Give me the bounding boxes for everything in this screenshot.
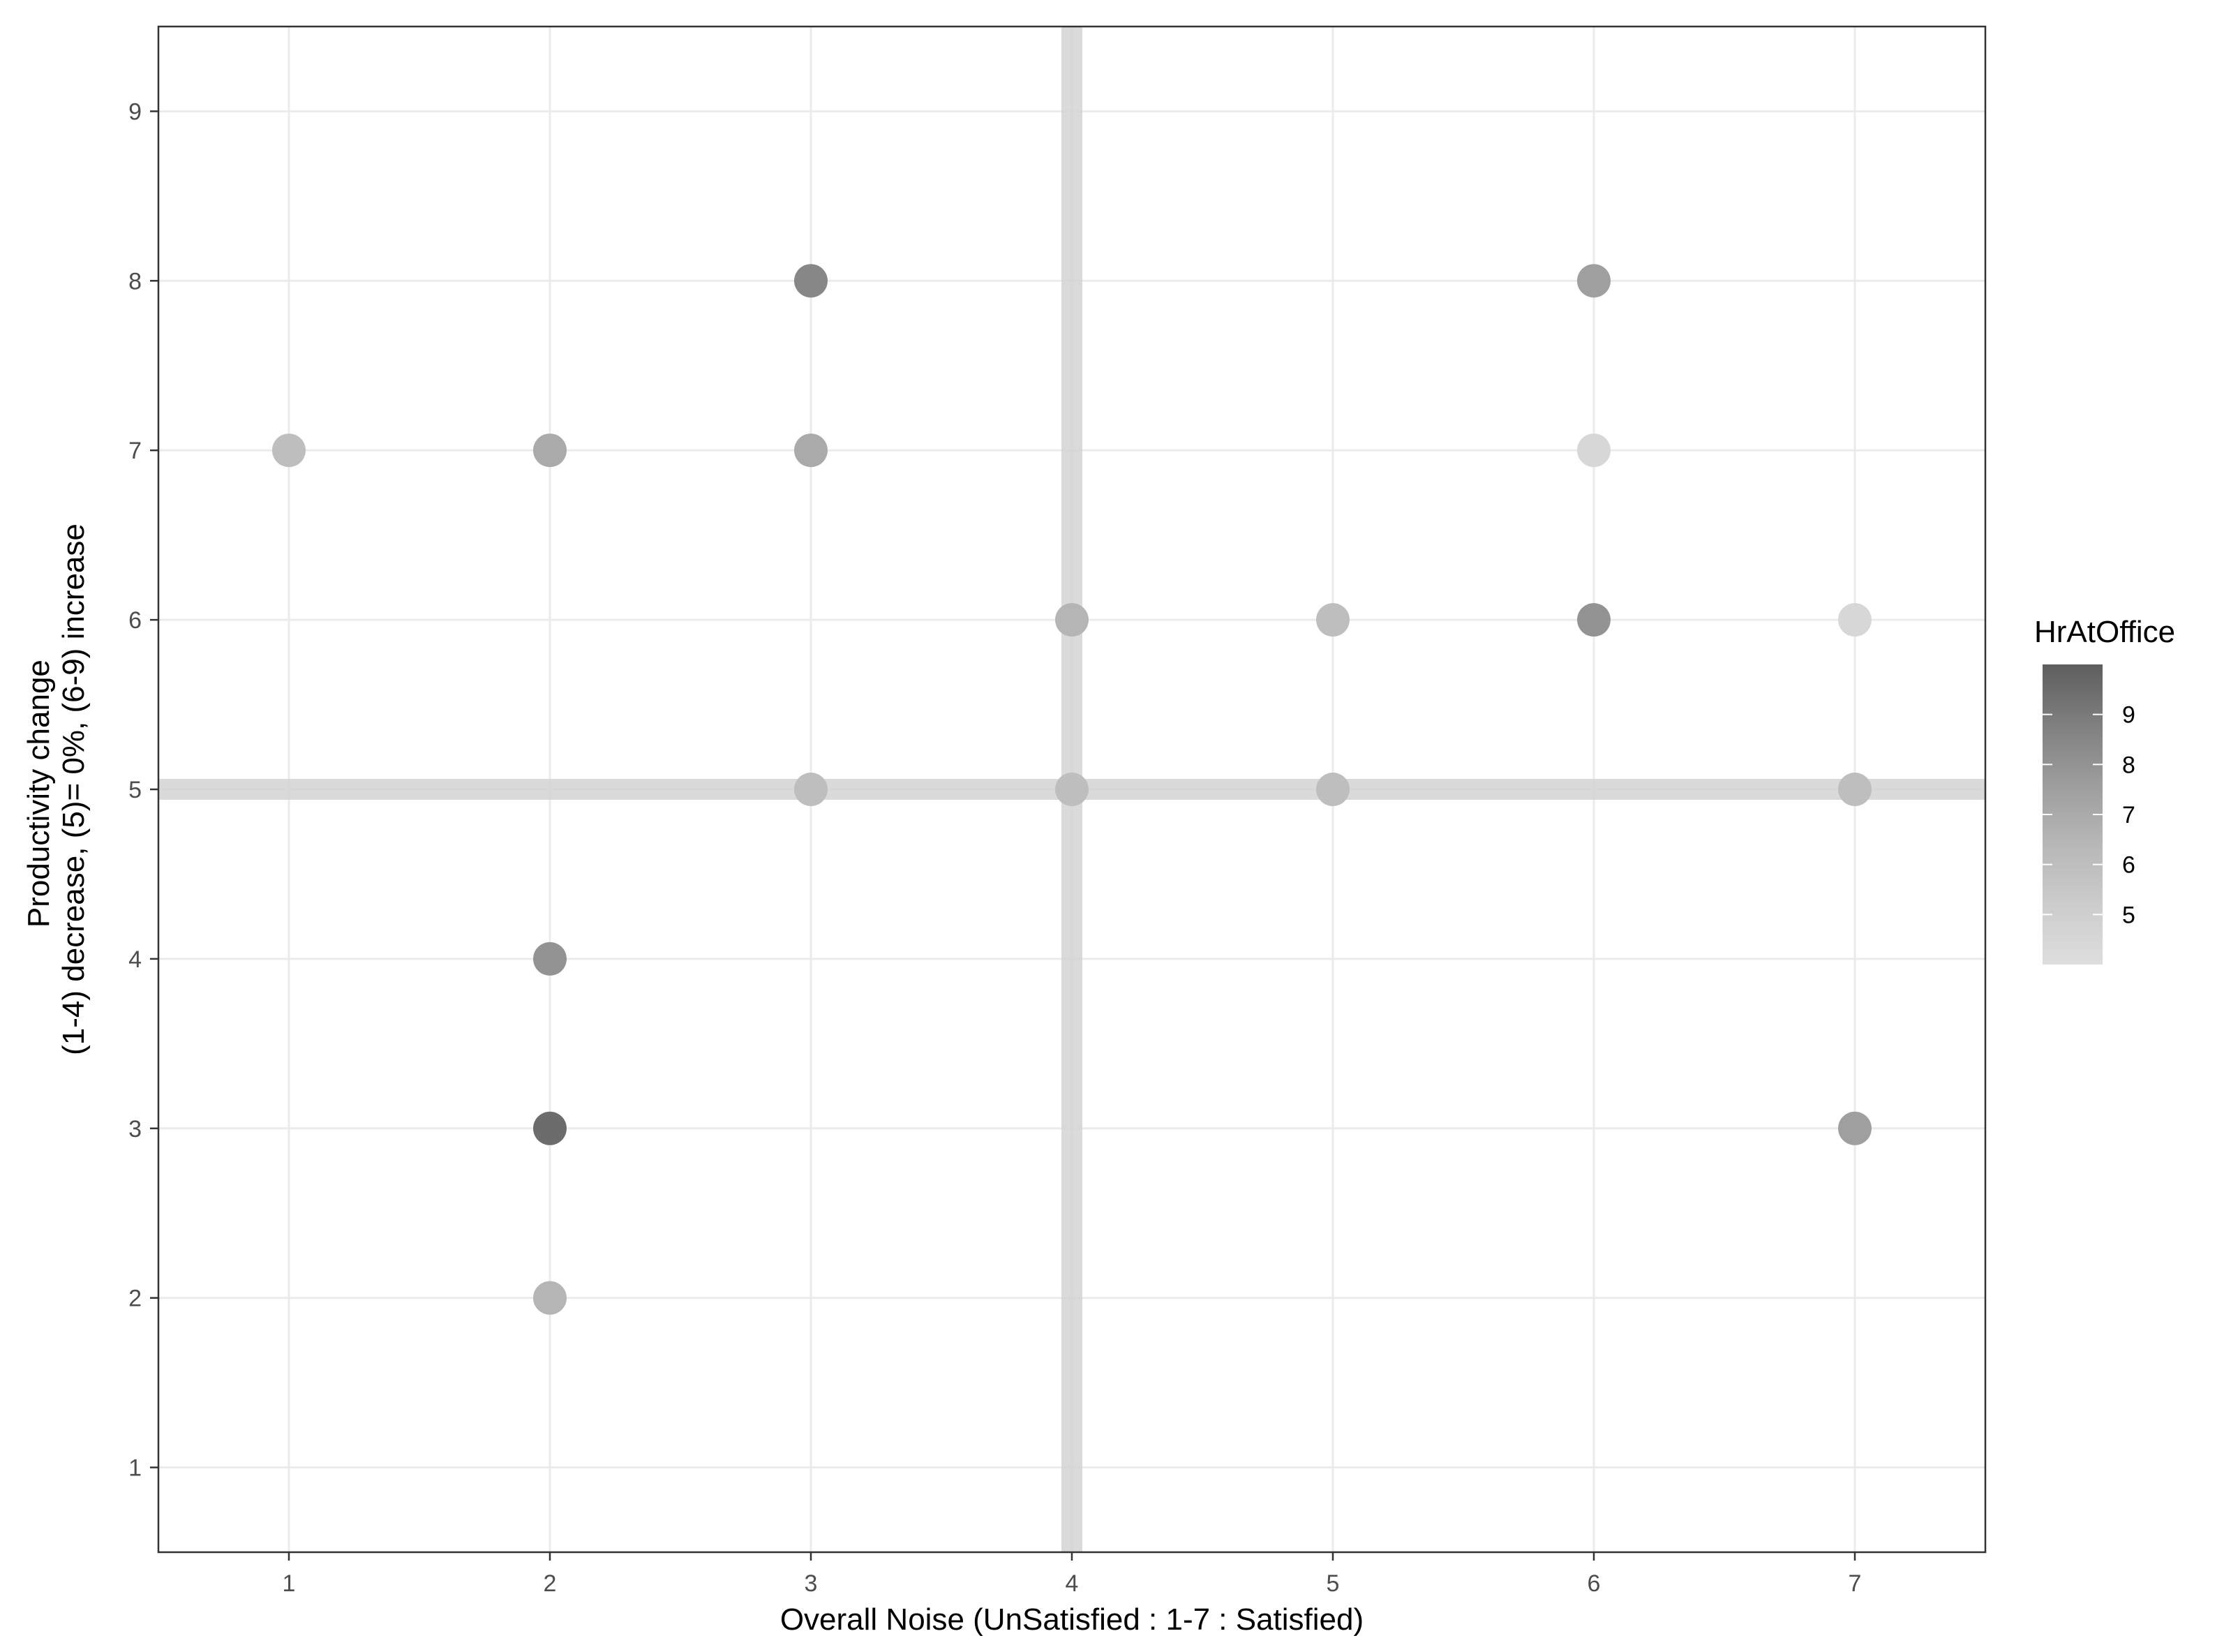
- legend-label: 9: [2122, 702, 2135, 729]
- data-point: [533, 1281, 567, 1315]
- data-point: [794, 264, 828, 298]
- y-tick-label: 9: [128, 98, 142, 125]
- x-tick-label: 6: [1588, 1570, 1601, 1597]
- x-tick-label: 2: [544, 1570, 557, 1597]
- y-axis-title-line-2: (1-4) decrease, (5)= 0%, (6-9) increase: [57, 523, 91, 1055]
- x-tick-label: 4: [1066, 1570, 1079, 1597]
- y-tick-label: 3: [128, 1116, 142, 1143]
- data-point: [1055, 603, 1089, 637]
- y-tick-label: 6: [128, 607, 142, 634]
- data-point: [1577, 264, 1611, 298]
- y-tick-label: 2: [128, 1286, 142, 1312]
- data-point: [1838, 773, 1872, 806]
- data-point: [1316, 773, 1350, 806]
- legend: HrAtOffice 9 8 7 6 5: [2034, 615, 2175, 965]
- x-tick-label: 1: [283, 1570, 296, 1597]
- legend-title: HrAtOffice: [2034, 615, 2175, 649]
- y-tick-label: 5: [128, 777, 142, 803]
- legend-label: 6: [2122, 852, 2135, 879]
- data-point: [272, 433, 306, 468]
- data-point: [1838, 1111, 1872, 1145]
- y-tick-label: 7: [128, 438, 142, 464]
- y-axis-title-line-1: Productivity change: [22, 660, 56, 928]
- data-point: [1577, 603, 1611, 637]
- data-point: [533, 433, 567, 468]
- data-point: [533, 942, 567, 976]
- y-axis-title: Productivity change (1-4) decrease, (5)=…: [22, 523, 91, 1055]
- legend-label: 5: [2122, 902, 2135, 928]
- data-point: [794, 433, 828, 468]
- x-axis-title: Overall Noise (UnSatisfied : 1-7 : Satis…: [780, 1602, 1364, 1637]
- y-tick-label: 4: [128, 946, 142, 973]
- x-axis-ticks: 1 2 3 4 5 6 7: [283, 1552, 1862, 1597]
- y-tick-label: 1: [128, 1455, 142, 1482]
- legend-colorbar-rect: [2043, 664, 2103, 965]
- legend-label: 8: [2122, 752, 2135, 778]
- x-tick-label: 3: [805, 1570, 818, 1597]
- x-tick-label: 7: [1849, 1570, 1862, 1597]
- y-tick-label: 8: [128, 268, 142, 295]
- data-point: [1838, 603, 1872, 637]
- data-point: [794, 773, 828, 806]
- x-tick-label: 5: [1327, 1570, 1340, 1597]
- data-points: [272, 264, 1872, 1315]
- legend-labels: 9 8 7 6 5: [2043, 702, 2135, 928]
- data-point: [1316, 603, 1350, 637]
- y-axis-ticks: 1 2 3 4 5 6 7 8 9: [128, 98, 158, 1482]
- data-point: [533, 1111, 567, 1145]
- legend-label: 7: [2122, 802, 2135, 828]
- legend-colorbar: [2043, 664, 2103, 965]
- data-point: [1577, 433, 1611, 468]
- data-point: [1055, 773, 1089, 806]
